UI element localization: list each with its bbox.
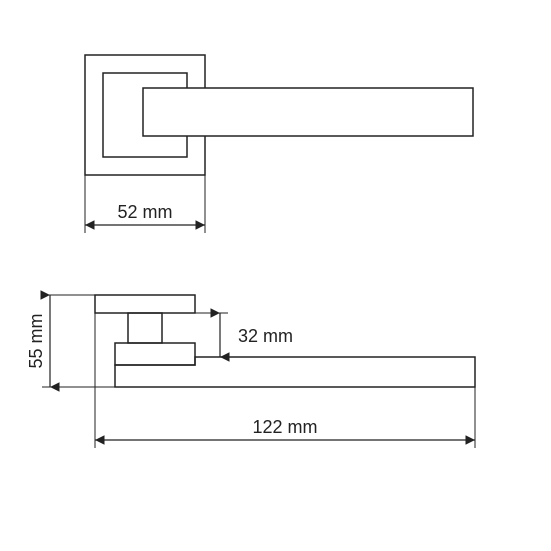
dim-32: 32 mm: [195, 313, 293, 357]
dim-52: 52 mm: [85, 175, 205, 233]
side-view: 55 mm 32 mm 122 mm: [26, 295, 475, 448]
dim-122-label: 122 mm: [252, 417, 317, 437]
dim-32-label: 32 mm: [238, 326, 293, 346]
lever-arm: [115, 357, 475, 387]
dim-55: 55 mm: [26, 295, 115, 387]
rose-plate: [95, 295, 195, 313]
lever-block: [115, 343, 195, 365]
dim-55-label: 55 mm: [26, 313, 46, 368]
dim-122: 122 mm: [95, 295, 475, 448]
handle-stem: [128, 313, 162, 343]
technical-drawing: 52 mm 55 mm 32 mm 122 mm: [0, 0, 551, 551]
dim-52-label: 52 mm: [117, 202, 172, 222]
top-view: 52 mm: [85, 55, 473, 233]
handle-lever-top: [143, 88, 473, 136]
